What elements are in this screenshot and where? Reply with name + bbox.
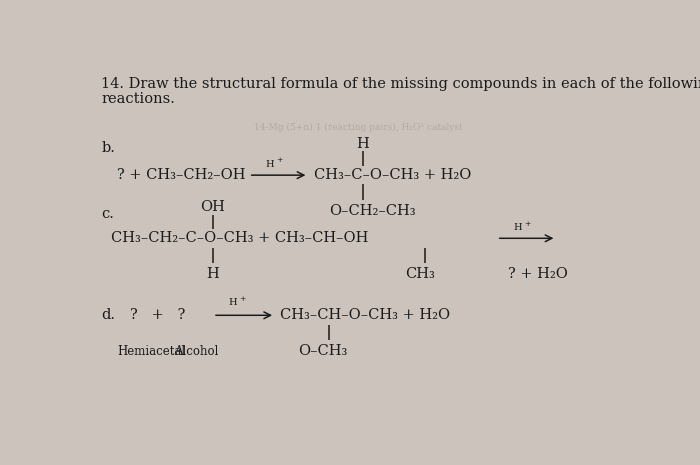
Text: CH₃–CH₂–C–O–CH₃ + CH₃–CH–OH: CH₃–CH₂–C–O–CH₃ + CH₃–CH–OH <box>111 231 368 246</box>
Text: O–CH₃: O–CH₃ <box>298 345 348 359</box>
Text: Alcohol: Alcohol <box>174 345 218 358</box>
Text: d.: d. <box>102 308 116 322</box>
Text: b.: b. <box>102 141 116 155</box>
Text: ? + CH₃–CH₂–OH: ? + CH₃–CH₂–OH <box>117 168 246 182</box>
Text: CH₃–C–O–CH₃ + H₂O: CH₃–C–O–CH₃ + H₂O <box>314 168 471 182</box>
Text: +: + <box>276 156 283 164</box>
Text: +: + <box>524 219 531 227</box>
Text: H: H <box>514 223 522 232</box>
Text: O–CH₂–CH₃: O–CH₂–CH₃ <box>329 204 416 219</box>
Text: c.: c. <box>102 206 114 221</box>
Text: CH₃: CH₃ <box>405 267 435 281</box>
Text: OH: OH <box>201 200 225 214</box>
Text: 14-Mg (5+n) 1 (reacting pairs), H₂O² catalyst: 14-Mg (5+n) 1 (reacting pairs), H₂O² cat… <box>254 123 463 132</box>
Text: ?   +   ?: ? + ? <box>130 308 186 322</box>
Text: H: H <box>356 137 369 151</box>
Text: +: + <box>239 295 246 303</box>
Text: reactions.: reactions. <box>102 92 175 106</box>
Text: Hemiacetal: Hemiacetal <box>117 345 185 358</box>
Text: H: H <box>228 299 237 307</box>
Text: H: H <box>266 160 274 169</box>
Text: 14. Draw the structural formula of the missing compounds in each of the followin: 14. Draw the structural formula of the m… <box>102 77 700 91</box>
Text: ? + H₂O: ? + H₂O <box>508 267 568 281</box>
Text: H: H <box>206 267 219 281</box>
Text: CH₃–CH–O–CH₃ + H₂O: CH₃–CH–O–CH₃ + H₂O <box>280 308 450 322</box>
